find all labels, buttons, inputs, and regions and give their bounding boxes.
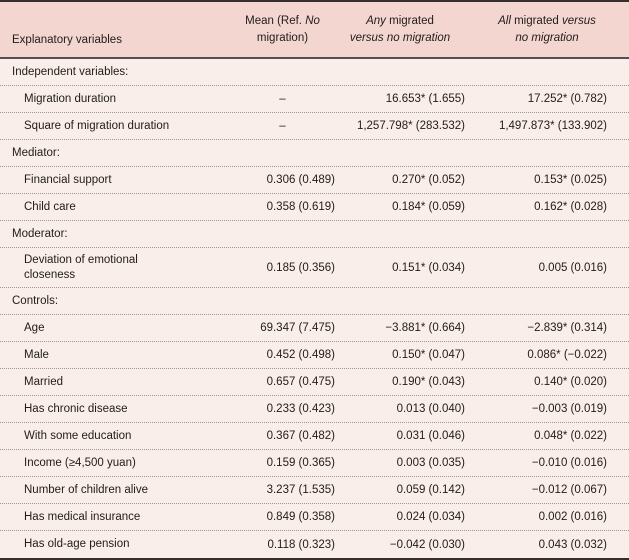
row-label: With some education <box>24 429 132 442</box>
table-body: Independent variables: Migration duration… <box>0 59 629 558</box>
cell-value: – <box>279 120 286 132</box>
cell-value: 0.184* (0.059) <box>392 201 465 213</box>
table-row: Male 0.452 (0.498) 0.150* (0.047) 0.086* (−… <box>0 342 629 369</box>
column-header-mean: Mean (Ref. No migration) <box>230 2 335 57</box>
table-row: Square of migration duration – 1,257.798* … <box>0 113 629 140</box>
cell-value: 0.150* (0.047) <box>392 349 465 361</box>
cell-value: 0.159 (0.365) <box>266 457 335 469</box>
cell-value: 1,497.873* (133.902) <box>498 120 607 132</box>
row-label: Age <box>24 321 45 334</box>
row-label: Migration duration <box>24 92 117 105</box>
column-header-line: Mean (Ref. No <box>245 15 320 28</box>
cell-value: 0.185 (0.356) <box>266 261 335 274</box>
cell-value: −3.881* (0.664) <box>385 322 465 334</box>
row-label: Married <box>24 375 63 388</box>
cell-value: −2.839* (0.314) <box>527 322 607 334</box>
table-row: Migration duration – 16.653* (1.655) 17.252… <box>0 86 629 113</box>
cell-value: 0.005 (0.016) <box>538 261 607 274</box>
row-label: Financial support <box>24 173 112 186</box>
cell-value: – <box>279 93 286 105</box>
cell-value: 0.367 (0.482) <box>266 430 335 442</box>
column-header-any-migrated: Any migrated versus no migration <box>335 2 465 57</box>
row-label: Income (≥4,500 yuan) <box>24 456 136 469</box>
cell-value: 0.452 (0.498) <box>266 349 335 361</box>
cell-value: 0.151* (0.034) <box>392 261 465 274</box>
cell-value: 0.190* (0.043) <box>392 376 465 388</box>
cell-value: 0.153* (0.025) <box>534 174 607 186</box>
row-label: Mediator: <box>12 146 60 159</box>
table-row: Deviation of emotional closeness 0.185 (0… <box>0 248 629 288</box>
cell-value: 0.270* (0.052) <box>392 174 465 186</box>
cell-value: 17.252* (0.782) <box>527 93 607 105</box>
cell-value: 0.059 (0.142) <box>396 484 465 496</box>
cell-value: 0.043 (0.032) <box>538 538 607 551</box>
table-row: Has old-age pension 0.118 (0.323) −0.042 (… <box>0 531 629 558</box>
cell-value: 0.003 (0.035) <box>396 457 465 469</box>
column-header-line: migration) <box>256 31 309 44</box>
cell-value: 0.118 (0.323) <box>267 538 335 551</box>
cell-value: −0.042 (0.030) <box>389 538 465 551</box>
table-row: Income (≥4,500 yuan) 0.159 (0.365) 0.003 (… <box>0 450 629 477</box>
row-label: Independent variables: <box>12 65 129 78</box>
row-label: Male <box>24 348 49 361</box>
cell-value: 0.162* (0.028) <box>534 201 607 213</box>
cell-value: 0.086* (−0.022) <box>527 349 607 361</box>
cell-value: 0.849 (0.358) <box>266 511 335 523</box>
cell-value: −0.012 (0.067) <box>531 484 607 496</box>
cell-value: 0.358 (0.619) <box>266 201 335 213</box>
cell-value: 0.306 (0.489) <box>266 174 335 186</box>
column-header-line: All migrated versus <box>498 15 596 28</box>
row-label: Square of migration duration <box>24 119 170 132</box>
cell-value: 0.657 (0.475) <box>266 376 335 388</box>
column-header-line: versus no migration <box>349 31 451 44</box>
row-label: Deviation of emotional closeness <box>24 253 138 281</box>
table-row: Age 69.347 (7.475) −3.881* (0.664) −2.839* … <box>0 315 629 342</box>
column-header-explanatory-variables: Explanatory variables <box>12 33 122 46</box>
cell-value: 0.233 (0.423) <box>266 403 335 415</box>
table-row: Has medical insurance 0.849 (0.358) 0.024 … <box>0 504 629 531</box>
table-row: Married 0.657 (0.475) 0.190* (0.043) 0.140*… <box>0 369 629 396</box>
table-row: Child care 0.358 (0.619) 0.184* (0.059) 0.1… <box>0 194 629 221</box>
table-row: Has chronic disease 0.233 (0.423) 0.013 (0… <box>0 396 629 423</box>
cell-value: 0.031 (0.046) <box>396 430 465 442</box>
section-header-row: Moderator: <box>0 221 629 248</box>
row-label: Child care <box>24 200 76 213</box>
column-header-line: Any migrated <box>366 15 434 28</box>
table-header-row: Explanatory variables Mean (Ref. No migra… <box>0 2 629 59</box>
cell-value: 3.237 (1.535) <box>266 484 335 496</box>
cell-value: −0.003 (0.019) <box>531 403 607 415</box>
cell-value: 0.013 (0.040) <box>396 403 465 415</box>
section-header-row: Controls: <box>0 288 629 315</box>
row-label: Has old-age pension <box>24 538 130 551</box>
cell-value: −0.010 (0.016) <box>531 457 607 469</box>
column-header-all-migrated: All migrated versus no migration <box>465 2 629 57</box>
table-row: Financial support 0.306 (0.489) 0.270* (0.… <box>0 167 629 194</box>
table-row: With some education 0.367 (0.482) 0.031 (0… <box>0 423 629 450</box>
column-header-line: no migration <box>515 31 579 44</box>
row-label: Has chronic disease <box>24 402 128 415</box>
cell-value: 69.347 (7.475) <box>260 322 335 334</box>
row-label: Moderator: <box>12 227 68 240</box>
row-label: Controls: <box>12 294 59 307</box>
cell-value: 0.140* (0.020) <box>534 376 607 388</box>
row-label: Has medical insurance <box>24 510 141 523</box>
section-header-row: Independent variables: <box>0 59 629 86</box>
table-row: Number of children alive 3.237 (1.535) 0.0… <box>0 477 629 504</box>
cell-value: 0.002 (0.016) <box>538 511 607 523</box>
cell-value: 1,257.798* (283.532) <box>356 120 465 132</box>
cell-value: 16.653* (1.655) <box>385 93 465 105</box>
section-header-row: Mediator: <box>0 140 629 167</box>
cell-value: 0.048* (0.022) <box>534 430 607 442</box>
cell-value: 0.024 (0.034) <box>396 511 465 523</box>
row-label: Number of children alive <box>24 483 149 496</box>
